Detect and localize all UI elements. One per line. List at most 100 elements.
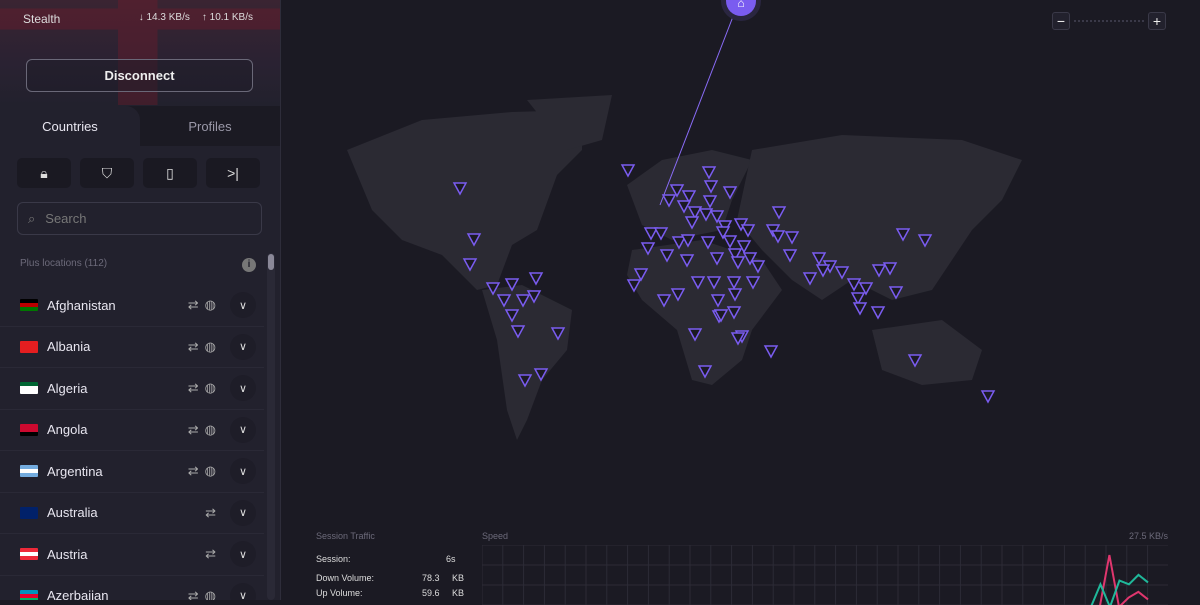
server-marker[interactable] [620,164,636,178]
server-marker[interactable] [852,302,868,316]
zoom-out-button[interactable]: − [1052,12,1070,30]
server-marker[interactable] [466,233,482,247]
server-marker[interactable] [643,227,659,241]
server-marker[interactable] [917,234,933,248]
info-icon[interactable]: i [242,258,256,272]
server-marker[interactable] [722,186,738,200]
server-marker[interactable] [726,306,742,320]
server-marker[interactable] [496,294,512,308]
server-marker[interactable] [517,374,533,388]
server-marker[interactable] [670,288,686,302]
server-marker[interactable] [980,390,996,404]
server-marker[interactable] [727,248,743,262]
server-marker[interactable] [802,272,818,286]
server-marker[interactable] [669,184,685,198]
world-map[interactable] [282,0,1200,520]
scrollbar[interactable] [267,253,275,600]
server-marker[interactable] [640,242,656,256]
server-marker[interactable] [661,194,677,208]
chevron-down-icon[interactable]: ∨ [230,582,256,600]
chevron-down-icon[interactable]: ∨ [230,416,256,443]
chevron-down-icon[interactable]: ∨ [230,333,256,360]
server-marker[interactable] [784,231,800,245]
server-marker[interactable] [690,276,706,290]
server-marker[interactable] [550,327,566,341]
server-marker[interactable] [510,325,526,339]
country-row[interactable]: Argentina ⇄ ◍ ∨ [0,451,264,493]
server-marker[interactable] [907,354,923,368]
server-marker[interactable] [871,264,887,278]
server-marker[interactable] [722,235,738,249]
server-marker[interactable] [709,210,725,224]
country-row[interactable]: Austria ⇄ ∨ [0,534,264,576]
server-marker[interactable] [676,200,692,214]
server-marker[interactable] [750,260,766,274]
zoom-in-button[interactable]: + [1148,12,1166,30]
server-marker[interactable] [710,294,726,308]
tor-filter-button[interactable]: >| [206,158,260,188]
server-marker[interactable] [706,276,722,290]
tab-countries[interactable]: Countries [0,106,140,146]
disconnect-button[interactable]: Disconnect [26,59,253,92]
chevron-down-icon[interactable]: ∨ [230,292,256,319]
server-marker[interactable] [763,345,779,359]
server-marker[interactable] [485,282,501,296]
server-marker[interactable] [709,252,725,266]
server-marker[interactable] [656,294,672,308]
server-marker[interactable] [736,240,752,254]
server-marker[interactable] [681,190,697,204]
server-marker[interactable] [533,368,549,382]
server-marker[interactable] [727,288,743,302]
server-marker[interactable] [882,262,898,276]
zoom-slider[interactable] [1074,20,1144,22]
server-marker[interactable] [895,228,911,242]
search-input[interactable]: ⌕ Search [17,202,262,235]
server-marker[interactable] [730,256,746,270]
country-row[interactable]: Algeria ⇄ ◍ ∨ [0,368,264,410]
server-marker[interactable] [846,278,862,292]
country-row[interactable]: Albania ⇄ ◍ ∨ [0,327,264,368]
server-marker[interactable] [730,332,746,346]
server-marker[interactable] [680,234,696,248]
server-marker[interactable] [770,230,786,244]
chevron-down-icon[interactable]: ∨ [230,499,256,526]
server-marker[interactable] [870,306,886,320]
server-marker[interactable] [515,294,531,308]
server-marker[interactable] [462,258,478,272]
server-marker[interactable] [811,252,827,266]
netshield-filter-button[interactable]: ⛉ [80,158,134,188]
server-marker[interactable] [834,266,850,280]
server-marker[interactable] [504,309,520,323]
server-marker[interactable] [698,208,714,222]
server-marker[interactable] [726,276,742,290]
server-marker[interactable] [626,279,642,293]
server-marker[interactable] [888,286,904,300]
server-marker[interactable] [684,216,700,230]
server-marker[interactable] [700,236,716,250]
server-marker[interactable] [679,254,695,268]
server-marker[interactable] [633,268,649,282]
server-marker[interactable] [742,252,758,266]
server-marker[interactable] [659,249,675,263]
scrollbar-thumb[interactable] [268,254,274,270]
server-marker[interactable] [702,195,718,209]
tab-profiles[interactable]: Profiles [188,118,232,134]
country-row[interactable]: Azerbaijan ⇄ ◍ ∨ [0,576,264,600]
server-marker[interactable] [697,365,713,379]
chevron-down-icon[interactable]: ∨ [230,541,256,568]
country-row[interactable]: Afghanistan ⇄ ◍ ∨ [0,285,264,327]
chevron-down-icon[interactable]: ∨ [230,375,256,402]
server-marker[interactable] [701,166,717,180]
server-marker[interactable] [782,249,798,263]
secure-core-filter-button[interactable]: 🔒︎ [17,158,71,188]
chevron-down-icon[interactable]: ∨ [230,458,256,485]
server-marker[interactable] [703,180,719,194]
server-marker[interactable] [687,206,703,220]
server-marker[interactable] [713,309,729,323]
server-marker[interactable] [687,328,703,342]
server-marker[interactable] [858,282,874,296]
server-marker[interactable] [528,272,544,286]
server-marker[interactable] [850,292,866,306]
country-row[interactable]: Angola ⇄ ◍ ∨ [0,410,264,451]
server-marker[interactable] [740,224,756,238]
